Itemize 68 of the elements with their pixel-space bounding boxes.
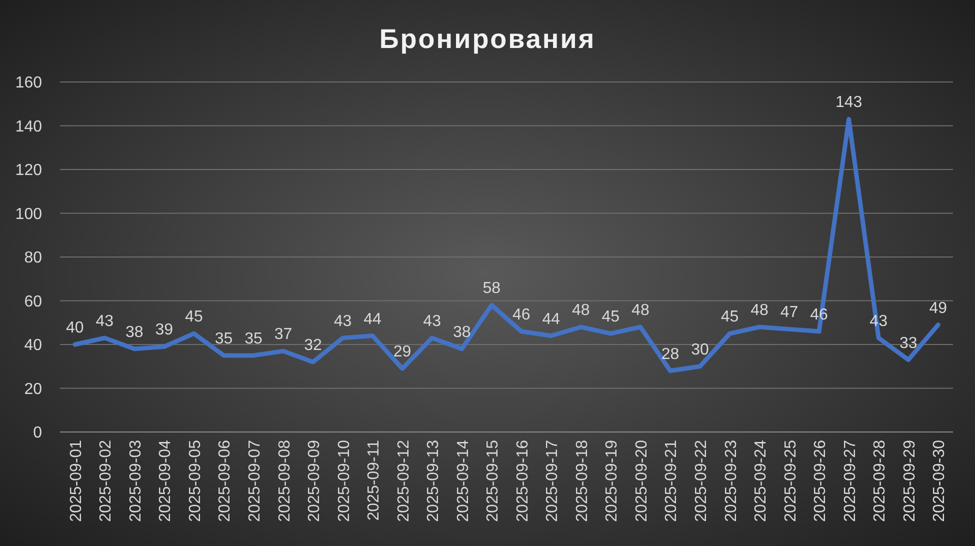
data-label: 58 — [482, 280, 501, 298]
x-tick-label: 2025-09-04 — [157, 440, 174, 522]
x-tick-label: 2025-09-27 — [842, 440, 859, 522]
data-label: 32 — [304, 337, 322, 354]
x-tick-label: 2025-09-22 — [692, 440, 710, 522]
data-label: 38 — [126, 324, 144, 341]
x-tick-label: 2025-09-16 — [514, 440, 532, 522]
x-tick-label: 2025-09-26 — [812, 440, 830, 522]
data-label: 37 — [274, 326, 292, 344]
y-tick-label: 100 — [15, 206, 42, 223]
data-label: 48 — [572, 302, 590, 319]
x-tick-label: 2025-09-29 — [901, 440, 918, 522]
data-label: 49 — [929, 300, 948, 317]
y-tick-label: 160 — [15, 74, 42, 92]
data-label: 35 — [214, 330, 233, 348]
x-tick-label: 2025-09-07 — [246, 440, 264, 522]
y-tick-label: 20 — [24, 380, 42, 398]
x-tick-label: 2025-09-30 — [931, 440, 948, 522]
data-label: 48 — [632, 302, 650, 319]
x-tick-label: 2025-09-28 — [872, 440, 889, 522]
data-label: 46 — [512, 306, 530, 324]
x-tick-label: 2025-09-23 — [722, 440, 740, 522]
x-tick-label: 2025-09-18 — [574, 440, 591, 522]
data-label: 43 — [423, 312, 442, 330]
data-label: 43 — [96, 312, 114, 330]
data-label: 40 — [66, 320, 84, 336]
x-tick-label: 2025-09-06 — [216, 440, 234, 522]
data-label: 48 — [750, 302, 769, 319]
y-tick-label: 40 — [24, 337, 42, 354]
data-label: 45 — [602, 308, 620, 326]
data-label: 33 — [899, 334, 918, 352]
x-tick-label: 2025-09-25 — [782, 440, 800, 522]
x-tick-label: 2025-09-15 — [484, 440, 502, 522]
x-tick-label: 2025-09-19 — [604, 440, 621, 522]
x-tick-label: 2025-09-12 — [395, 440, 412, 522]
y-tick-label: 60 — [24, 293, 42, 310]
data-label: 44 — [542, 310, 560, 328]
x-tick-label: 2025-09-09 — [306, 440, 324, 522]
data-label: 35 — [244, 330, 262, 348]
y-tick-label: 80 — [24, 250, 42, 267]
chart-title: Бронирования — [379, 24, 596, 54]
data-label: 45 — [185, 308, 203, 326]
x-tick-label: 2025-09-24 — [752, 440, 770, 522]
x-tick-label: 2025-09-03 — [127, 440, 144, 522]
data-label: 30 — [691, 341, 709, 358]
data-label: 39 — [155, 322, 174, 339]
y-tick-label: 120 — [15, 162, 42, 180]
x-tick-label: 2025-09-14 — [454, 440, 472, 522]
data-label: 45 — [720, 308, 739, 326]
x-tick-label: 2025-09-02 — [98, 440, 115, 522]
x-tick-label: 2025-09-01 — [68, 440, 85, 522]
data-label: 143 — [835, 94, 862, 112]
x-tick-label: 2025-09-17 — [544, 440, 562, 522]
x-tick-label: 2025-09-20 — [633, 440, 650, 522]
x-tick-label: 2025-09-21 — [663, 440, 680, 522]
y-tick-label: 140 — [15, 118, 42, 136]
x-tick-label: 2025-09-10 — [336, 440, 353, 522]
data-label: 28 — [661, 346, 680, 363]
x-tick-label: 2025-09-13 — [425, 440, 442, 522]
x-tick-label: 2025-09-11 — [366, 440, 383, 521]
data-label: 43 — [334, 312, 352, 330]
data-label: 38 — [452, 324, 471, 341]
data-label: 29 — [393, 344, 412, 361]
x-tick-label: 2025-09-05 — [186, 440, 204, 522]
data-label: 44 — [364, 310, 382, 328]
y-tick-label: 0 — [33, 424, 42, 442]
x-tick-label: 2025-09-08 — [276, 440, 294, 522]
data-label: 47 — [780, 304, 798, 322]
